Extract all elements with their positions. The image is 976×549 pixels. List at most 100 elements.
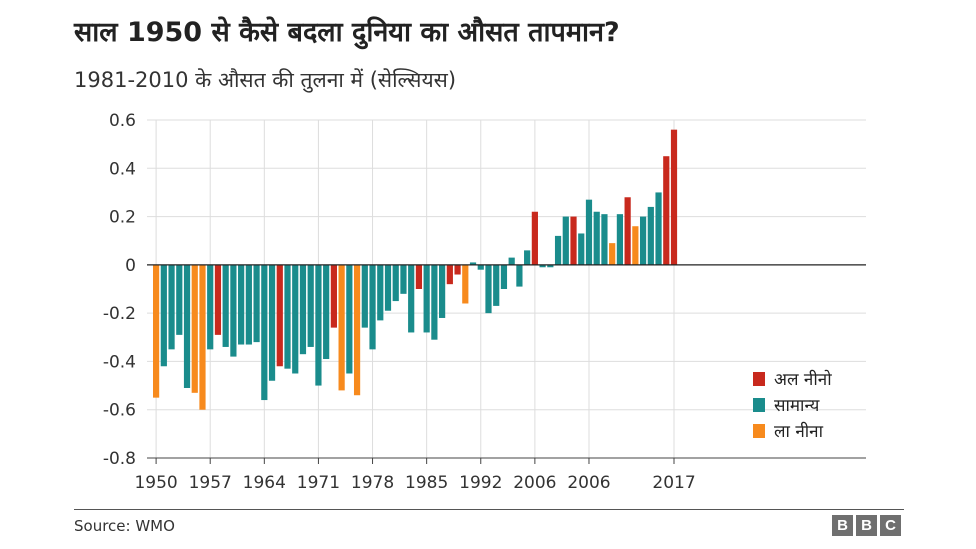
bar-1977 xyxy=(361,264,368,328)
y-tick-label: -0.2 xyxy=(103,304,136,324)
bar-2000 xyxy=(539,264,546,268)
bar-1951 xyxy=(160,264,167,367)
x-tick-label: 2017 xyxy=(652,473,695,493)
bar-1989 xyxy=(454,264,461,275)
bar-1966 xyxy=(276,264,283,367)
bar-1995 xyxy=(500,264,508,289)
bar-1996 xyxy=(508,257,515,265)
source-note: Source: WMO xyxy=(74,517,175,535)
bar-1987 xyxy=(439,264,446,318)
bar-2016 xyxy=(663,156,670,265)
bar-2003 xyxy=(562,216,569,265)
y-tick-label: -0.8 xyxy=(103,449,136,469)
bar-1993 xyxy=(485,264,492,314)
bar-1976 xyxy=(353,264,361,396)
x-tick-label: 2006 xyxy=(567,473,610,493)
legend-swatch-normal xyxy=(753,398,765,412)
legend-label-normal: सामान्य xyxy=(774,396,820,416)
bar-1954 xyxy=(183,264,191,388)
y-tick-label: 0 xyxy=(125,256,136,276)
x-tick-label: 1957 xyxy=(189,473,232,493)
x-tick-label: 1985 xyxy=(405,473,448,493)
bar-1992 xyxy=(477,264,484,270)
y-tick-label: 0.6 xyxy=(109,111,136,131)
bar-1990 xyxy=(462,264,469,304)
chart-legend: अल नीनो सामान्य ला नीना xyxy=(753,369,832,442)
chart-subtitle: 1981-2010 के औसत की तुलना में (सेल्सियस) xyxy=(74,68,457,92)
bar-1964 xyxy=(261,264,268,401)
bar-1988 xyxy=(446,264,453,285)
bar-2009 xyxy=(609,243,616,265)
bar-1975 xyxy=(346,264,353,374)
bar-2014 xyxy=(647,206,654,265)
bar-1956 xyxy=(199,264,206,410)
bar-1963 xyxy=(253,264,260,343)
bar-1978 xyxy=(369,264,376,350)
bar-1998 xyxy=(524,250,531,265)
chart-axes: 0.6 0.4 0.2 0 -0.2 -0.4 -0.6 -0.8 1950 1957 1964 19… xyxy=(103,111,866,493)
bar-1959 xyxy=(222,264,229,347)
legend-label-lanina: ला नीना xyxy=(774,421,824,442)
bar-1971 xyxy=(315,264,322,386)
bar-1953 xyxy=(176,264,183,335)
bar-1952 xyxy=(168,264,175,350)
bar-1970 xyxy=(307,264,314,347)
bar-1980 xyxy=(384,264,392,311)
bar-1962 xyxy=(245,264,252,345)
bar-2015 xyxy=(655,192,662,265)
bar-1979 xyxy=(377,264,384,321)
bar-1984 xyxy=(415,264,423,289)
y-tick-label: -0.4 xyxy=(103,352,136,372)
bar-1972 xyxy=(323,264,330,360)
bar-1974 xyxy=(338,264,345,391)
bar-1960 xyxy=(230,264,237,357)
bar-2005 xyxy=(578,233,585,265)
bar-1961 xyxy=(238,264,245,345)
bbc-logo-letter-2: B xyxy=(856,515,877,536)
bar-1965 xyxy=(268,264,276,381)
y-tick-label: 0.4 xyxy=(109,159,136,179)
bar-1982 xyxy=(400,264,407,294)
temperature-bar-chart: 0.6 0.4 0.2 0 -0.2 -0.4 -0.6 -0.8 1950 1957 1964 19… xyxy=(103,111,866,493)
bar-1955 xyxy=(191,264,198,393)
bar-1967 xyxy=(284,264,291,369)
bbc-logo-letter-1: B xyxy=(832,515,853,536)
chart-title: साल 1950 से कैसे बदला दुनिया का औसत तापम… xyxy=(74,17,620,48)
bar-2007 xyxy=(593,211,600,265)
bar-1957 xyxy=(207,264,214,350)
x-tick-label: 1950 xyxy=(134,473,177,493)
bar-2008 xyxy=(601,214,608,265)
bar-2002 xyxy=(554,235,562,265)
bar-2017 xyxy=(670,129,678,265)
x-tick-label: 1978 xyxy=(351,473,394,493)
legend-swatch-lanina xyxy=(753,424,765,438)
bar-1985 xyxy=(423,264,430,333)
bar-1999 xyxy=(531,211,538,265)
x-tick-label: 1971 xyxy=(297,473,340,493)
bar-2010 xyxy=(616,214,623,265)
bar-2011 xyxy=(624,197,631,265)
bar-1986 xyxy=(431,264,438,340)
bar-1981 xyxy=(392,264,399,302)
legend-label-elnino: अल नीनो xyxy=(774,369,832,390)
bbc-logo-letter-3: C xyxy=(880,515,901,536)
bar-2013 xyxy=(639,216,647,265)
bar-2004 xyxy=(570,216,577,265)
bar-1991 xyxy=(469,262,477,265)
bar-1994 xyxy=(493,264,500,306)
bar-1997 xyxy=(516,264,523,287)
bar-2006 xyxy=(585,199,593,265)
bar-1983 xyxy=(408,264,415,333)
bar-2001 xyxy=(547,264,554,268)
bar-1973 xyxy=(330,264,337,328)
legend-swatch-elnino xyxy=(753,372,765,386)
y-tick-label: -0.6 xyxy=(103,401,136,421)
bar-1968 xyxy=(292,264,299,374)
bbc-logo: B B C xyxy=(832,515,901,536)
bar-2012 xyxy=(632,226,639,265)
x-tick-label: 2006 xyxy=(513,473,556,493)
chart-bars xyxy=(153,129,678,410)
bar-1950 xyxy=(153,264,160,398)
x-tick-label: 1964 xyxy=(243,473,286,493)
x-tick-label: 1992 xyxy=(459,473,502,493)
